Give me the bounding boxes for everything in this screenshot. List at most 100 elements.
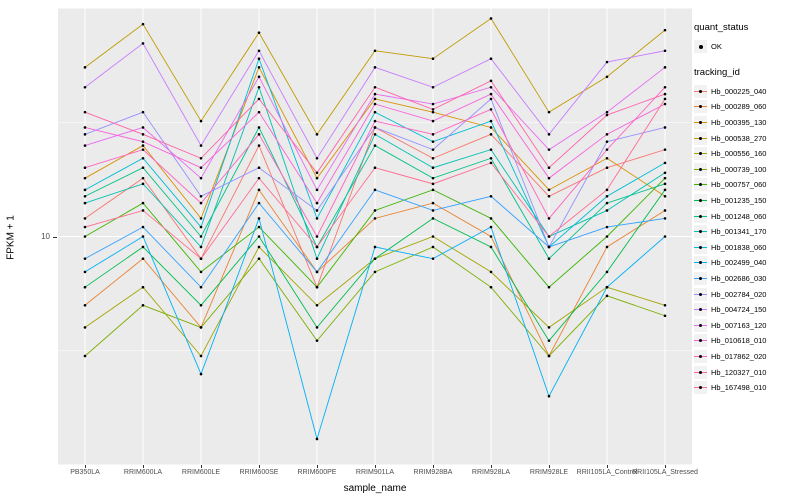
legend-item-ok: OK	[694, 39, 800, 55]
plot-panel	[58, 8, 692, 465]
data-point	[141, 235, 145, 238]
legend-item-label: Hb_120327_010	[711, 367, 767, 377]
legend-item: Hb_000225_040	[694, 84, 800, 100]
data-point	[489, 217, 493, 220]
data-point	[83, 176, 87, 180]
legend-item-label: Hb_001341_170	[711, 227, 767, 237]
legend-item-label: Hb_001838_060	[711, 242, 767, 252]
data-point	[257, 97, 261, 101]
data-point	[199, 217, 203, 220]
x-tick-label: RRIM928LA	[471, 469, 511, 476]
data-point	[83, 326, 87, 329]
data-point	[257, 257, 261, 260]
data-point	[257, 133, 261, 136]
data-point	[431, 166, 435, 170]
data-point	[547, 354, 551, 358]
data-point	[663, 28, 667, 32]
legend-item: Hb_004724_150	[694, 302, 800, 318]
data-point	[83, 201, 87, 205]
data-point	[83, 126, 87, 129]
data-point	[141, 133, 145, 136]
data-point	[605, 270, 609, 274]
line-key-icon	[694, 349, 707, 363]
data-point	[257, 57, 261, 60]
data-point	[489, 245, 493, 249]
data-point	[663, 235, 667, 238]
data-point	[547, 217, 551, 220]
data-point	[605, 148, 609, 151]
line-key-icon	[694, 365, 707, 379]
data-point	[257, 31, 261, 34]
data-point	[199, 354, 203, 358]
data-point	[83, 166, 87, 170]
data-point	[315, 188, 319, 192]
data-point	[489, 285, 493, 289]
legend-group-tracking-id: tracking_id Hb_000225_040 Hb_000289_060 Hb…	[694, 67, 800, 396]
data-point	[605, 75, 609, 79]
data-point	[257, 188, 261, 192]
data-point	[605, 209, 609, 212]
data-point	[141, 156, 145, 160]
data-point	[489, 79, 493, 83]
data-point	[199, 245, 203, 249]
data-point	[373, 217, 377, 220]
data-point	[605, 110, 609, 114]
data-point	[141, 201, 145, 205]
data-point	[663, 194, 667, 198]
x-tick-mark	[143, 465, 144, 468]
data-point	[547, 245, 551, 249]
legend-item-label: Hb_001235_150	[711, 196, 767, 206]
data-point	[315, 171, 319, 175]
legend-item: Hb_167498_010	[694, 380, 800, 396]
data-point	[547, 188, 551, 192]
data-point	[199, 176, 203, 180]
data-point	[605, 235, 609, 238]
legend-item: Hb_001838_060	[694, 240, 800, 256]
data-point	[373, 166, 377, 170]
data-point	[315, 270, 319, 274]
data-point	[373, 257, 377, 260]
data-point	[257, 225, 261, 229]
data-point	[431, 209, 435, 212]
data-point	[489, 119, 493, 123]
data-point	[663, 188, 667, 192]
line-key-icon	[694, 303, 707, 317]
data-point	[257, 75, 261, 79]
data-point	[199, 119, 203, 123]
x-tick-mark	[665, 465, 666, 468]
line-key-icon	[694, 147, 707, 161]
data-point	[83, 285, 87, 289]
data-point	[489, 270, 493, 274]
data-point	[315, 437, 319, 441]
x-tick-label: RRIM928LE	[529, 469, 569, 476]
data-point	[663, 97, 667, 101]
data-point	[431, 85, 435, 89]
data-point	[315, 326, 319, 329]
data-point	[257, 201, 261, 205]
data-point	[605, 166, 609, 170]
legend-item: Hb_001235_150	[694, 193, 800, 209]
legend-item-label: Hb_167498_010	[711, 383, 767, 393]
data-point	[257, 245, 261, 249]
data-point	[83, 133, 87, 136]
legend-item-label: Hb_002499_040	[711, 258, 767, 268]
data-point	[199, 144, 203, 147]
data-point	[257, 110, 261, 114]
line-key-icon	[694, 240, 707, 254]
legend-item-label: Hb_000538_270	[711, 133, 767, 143]
data-point	[257, 217, 261, 220]
data-point	[141, 285, 145, 289]
line-key-icon	[694, 84, 707, 98]
data-point	[141, 225, 145, 229]
data-point	[315, 257, 319, 260]
data-point	[431, 217, 435, 220]
data-point	[547, 235, 551, 238]
y-tick-mark	[53, 236, 57, 238]
data-point	[663, 102, 667, 106]
legend-item-label: Hb_002784_020	[711, 289, 767, 299]
data-point	[489, 235, 493, 238]
data-point	[315, 133, 319, 136]
data-point	[547, 285, 551, 289]
legend-item-label: Hb_000289_060	[711, 102, 767, 112]
data-point	[83, 270, 87, 274]
